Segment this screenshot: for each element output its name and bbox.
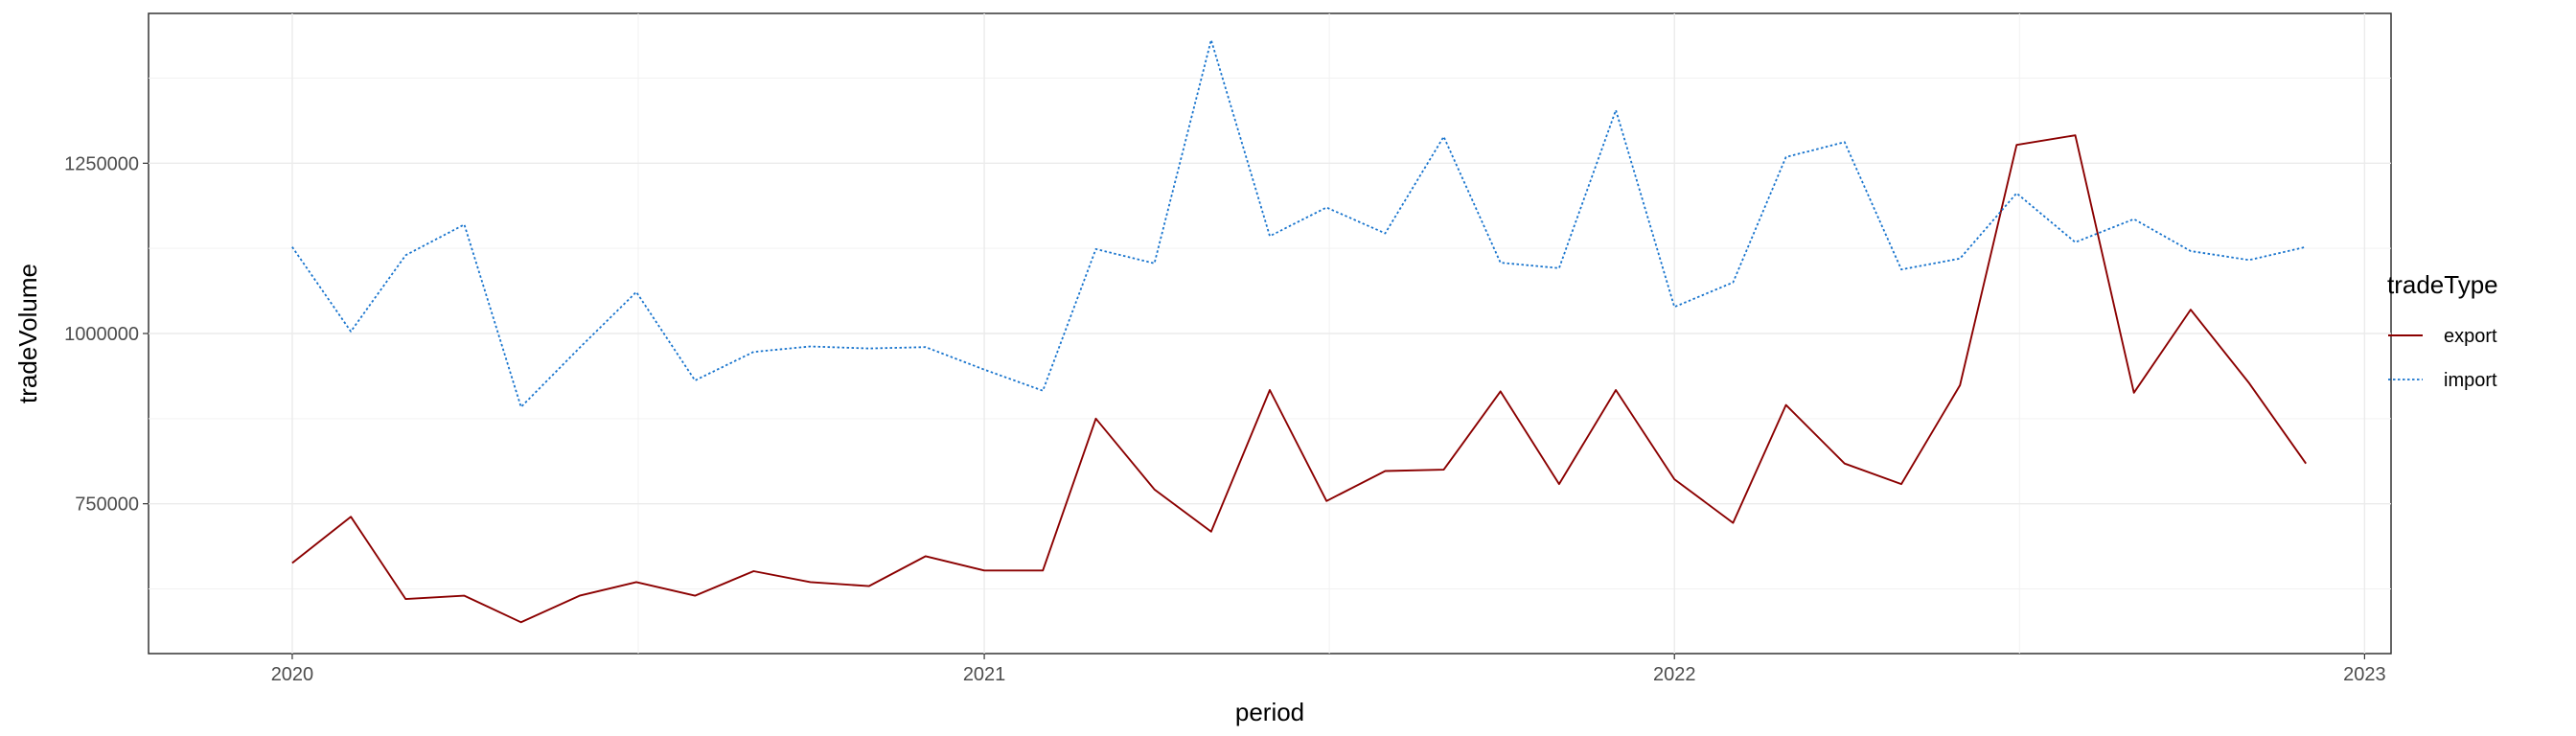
x-tick-label: 2023: [2343, 664, 2386, 685]
y-tick-label: 1250000: [64, 153, 139, 174]
y-axis-title: tradeVolume: [13, 264, 42, 403]
y-tick-label: 750000: [75, 494, 139, 516]
x-tick-label: 2021: [963, 664, 1006, 685]
x-tick-label: 2022: [1653, 664, 1696, 685]
axes: 750000 1000000 1250000 2020 2021 2022 2023: [64, 153, 2386, 685]
y-tick-label: 1000000: [64, 324, 139, 345]
legend-title: tradeType: [2387, 270, 2498, 299]
series-line-import: [291, 38, 2307, 408]
legend-label-import: import: [2444, 370, 2497, 391]
grid: [149, 13, 2391, 654]
series-layer: [291, 38, 2307, 624]
series-line-export: [291, 134, 2307, 624]
x-axis-title: period: [1235, 698, 1304, 726]
legend-label-export: export: [2444, 326, 2497, 347]
legend: tradeType export import: [2387, 270, 2498, 391]
x-tick-label: 2020: [271, 664, 314, 685]
